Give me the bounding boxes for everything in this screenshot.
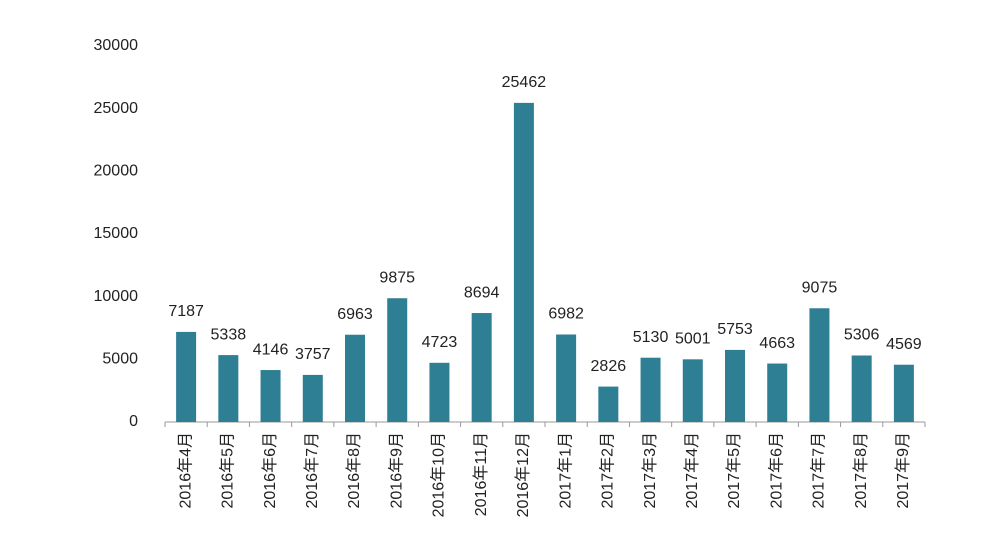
bar [471, 313, 492, 422]
x-tick-label: 2016年6月 [261, 432, 279, 509]
value-label: 4723 [422, 334, 458, 351]
x-tick-label: 2017年6月 [767, 432, 785, 509]
bar [218, 355, 239, 422]
x-tick-label: 2017年3月 [641, 432, 659, 509]
value-label: 5001 [675, 331, 711, 348]
x-tick-label: 2016年5月 [219, 432, 237, 509]
value-label: 6963 [337, 306, 373, 323]
bar [556, 334, 577, 422]
bar [260, 370, 281, 422]
y-tick-label: 30000 [94, 37, 139, 54]
x-tick-label: 2016年11月 [472, 432, 490, 516]
bar [513, 102, 534, 422]
value-label: 5338 [211, 326, 247, 343]
x-tick-label: 2017年5月 [725, 432, 743, 509]
value-label: 5753 [717, 321, 753, 338]
x-tick-label: 2017年1月 [556, 432, 574, 509]
x-tick-label: 2017年9月 [894, 432, 912, 509]
x-tick-label: 2016年12月 [514, 432, 532, 517]
bar [893, 364, 914, 422]
value-label: 5306 [844, 327, 880, 344]
y-tick-label: 25000 [94, 100, 139, 117]
x-tick-label: 2016年8月 [345, 432, 363, 509]
value-label: 2826 [591, 358, 627, 375]
bar [302, 374, 323, 422]
x-tick-label: 2017年7月 [810, 432, 828, 509]
y-tick-label: 20000 [94, 163, 139, 180]
value-label: 3757 [295, 346, 331, 363]
value-label: 5130 [633, 329, 669, 346]
x-tick-label: 2017年4月 [683, 432, 701, 509]
bar [429, 362, 450, 422]
y-tick-label: 15000 [94, 225, 139, 242]
bar [640, 357, 661, 422]
value-label: 9075 [802, 279, 838, 296]
y-tick-label: 0 [129, 413, 138, 430]
x-tick-label: 2016年4月 [176, 432, 194, 509]
value-label: 9875 [379, 269, 415, 286]
bar [767, 363, 788, 422]
bar [725, 349, 745, 422]
x-tick-label: 2016年9月 [387, 432, 405, 509]
x-tick-label: 2017年8月 [852, 432, 870, 509]
bar [682, 359, 703, 422]
y-tick-label: 5000 [102, 351, 138, 368]
value-label: 8694 [464, 284, 500, 301]
bar [176, 331, 197, 422]
value-label: 4146 [253, 341, 289, 358]
bar [345, 334, 365, 422]
value-label: 7187 [168, 303, 204, 320]
value-label: 6982 [548, 306, 584, 323]
x-tick-label: 2017年2月 [599, 432, 617, 509]
x-tick-label: 2016年10月 [430, 432, 448, 517]
y-tick-label: 10000 [94, 288, 139, 305]
x-tick-label: 2016年7月 [303, 432, 321, 509]
value-label: 4663 [759, 335, 795, 352]
bar [387, 298, 408, 422]
bar [809, 308, 830, 422]
value-label: 25462 [502, 74, 547, 91]
bar [851, 355, 872, 422]
bar [598, 386, 619, 422]
value-label: 4569 [886, 336, 922, 353]
